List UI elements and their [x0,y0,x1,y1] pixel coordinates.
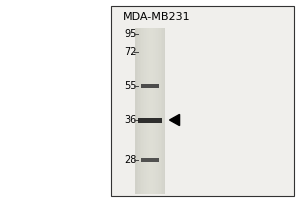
Bar [138,28,140,194]
Bar [141,28,142,194]
Bar [142,28,144,194]
Bar [150,28,152,194]
Text: MDA-MB231: MDA-MB231 [123,12,190,22]
Text: 36: 36 [124,115,136,125]
Bar [111,6,294,196]
Bar [141,158,159,162]
Bar [136,28,138,194]
Bar [154,28,156,194]
Bar [152,28,153,194]
Text: 55: 55 [124,81,136,91]
Text: 95: 95 [124,29,136,39]
Bar [153,28,154,194]
Text: 72: 72 [124,47,136,57]
Bar [138,117,162,122]
Bar [160,28,162,194]
Bar [158,28,159,194]
Bar [146,28,147,194]
Bar [147,28,148,194]
Bar [162,28,164,194]
Bar [144,28,146,194]
Bar [141,84,159,88]
Bar [135,28,136,194]
Bar [140,28,141,194]
Polygon shape [169,114,180,126]
Text: 28: 28 [124,155,136,165]
Bar [135,28,165,194]
Bar [148,28,150,194]
Bar [164,28,165,194]
Bar [159,28,160,194]
Bar [156,28,158,194]
